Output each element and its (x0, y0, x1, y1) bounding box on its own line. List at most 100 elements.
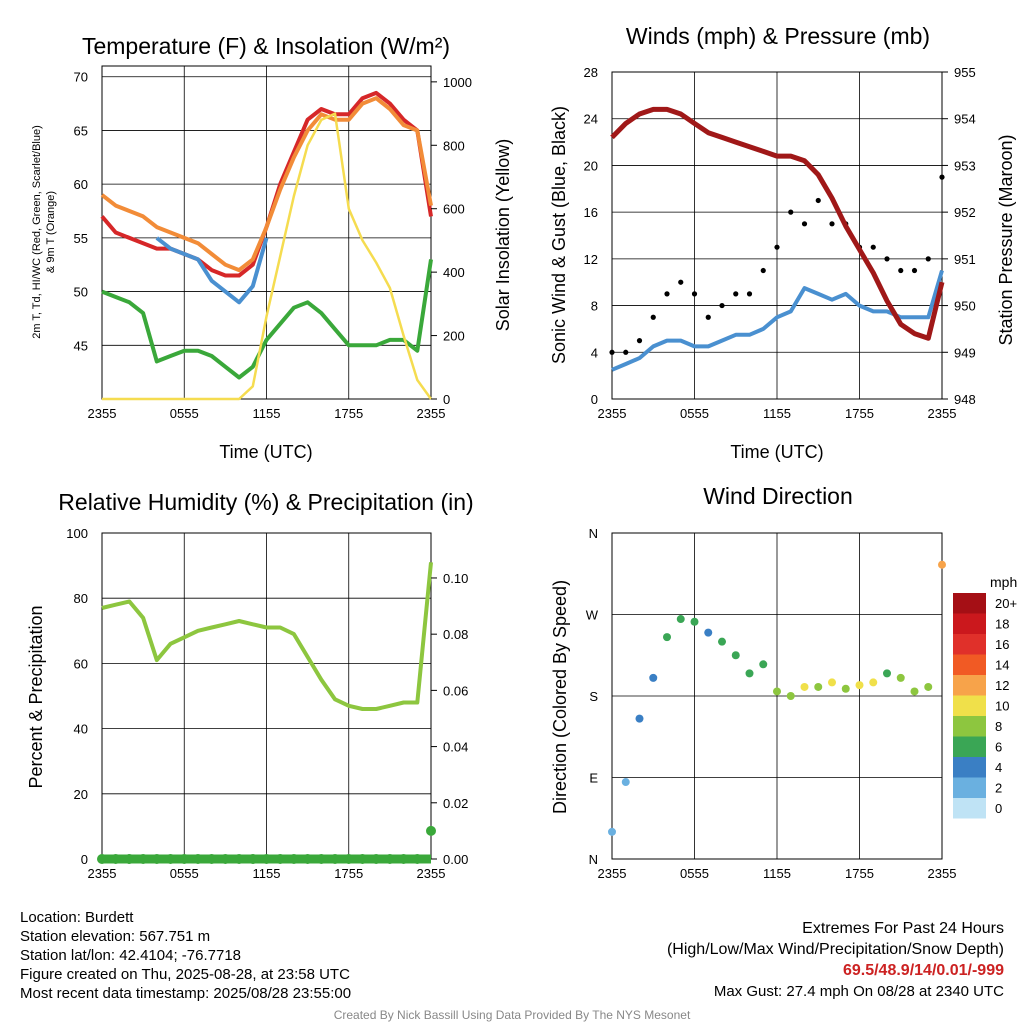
panel3-ylabel: Percent & Precipitation (26, 605, 46, 788)
extremes-info: Extremes For Past 24 Hours (High/Low/Max… (667, 918, 1004, 1002)
location-text: Location: Burdett (20, 909, 134, 926)
direction-point (745, 669, 754, 678)
data-point (678, 279, 684, 285)
y-right-tick-label: 1000 (443, 75, 472, 90)
panel2-xlabel: Time (UTC) (730, 442, 823, 462)
panel2-title: Winds (mph) & Pressure (mb) (626, 23, 930, 49)
legend-label: 6 (995, 740, 1002, 755)
y-tick-label: 60 (74, 656, 88, 671)
direction-point (800, 682, 809, 691)
legend-label: 20+ (995, 596, 1017, 611)
direction-point (896, 673, 905, 682)
data-point (788, 209, 794, 215)
direction-point (910, 687, 919, 696)
panel4-grid (611, 532, 943, 860)
y-right-tick-label: 954 (954, 112, 976, 127)
y-right-tick-label: 800 (443, 138, 465, 153)
y-right-tick-label: 0 (443, 392, 450, 407)
panel4-ylabel: Direction (Colored By Speed) (550, 580, 570, 814)
data-point (939, 174, 945, 180)
direction-point (814, 682, 823, 691)
data-point (829, 221, 835, 227)
speed-legend: 20+ 18 16 14 12 10 8 6 4 2 0 (953, 593, 1017, 819)
station-info: Location: Burdett Station elevation: 567… (20, 908, 351, 1003)
data-point (774, 244, 780, 250)
x-tick-label: 1755 (334, 406, 363, 421)
panel3-ticks: 2355 0555 1155 1755 23550204060801000.000.02… (66, 526, 468, 881)
series-line (101, 259, 433, 380)
y-tick-label: 4 (591, 345, 598, 360)
legend-swatch (953, 593, 986, 614)
legend-swatch (953, 654, 986, 675)
data-point (815, 197, 821, 204)
data-point (870, 244, 876, 250)
direction-point (690, 617, 699, 626)
panel2-ylabel: Sonic Wind & Gust (Blue, Black) (549, 106, 569, 364)
legend-title: mph (990, 574, 1017, 590)
y-right-tick-label: 400 (443, 265, 465, 280)
y-tick-label: 16 (584, 205, 598, 220)
x-tick-label: 2355 (88, 866, 117, 881)
panel1-data (100, 90, 433, 401)
legend-label: 14 (995, 658, 1009, 673)
panel4-data (608, 560, 946, 836)
panel2-data (609, 106, 945, 372)
legend-label: 18 (995, 617, 1009, 632)
y-right-tick-label: 0.00 (443, 852, 468, 867)
data-point (623, 349, 629, 355)
direction-point (841, 684, 850, 693)
panel-wind-direction: Wind Direction 2355 0555 1155 1755 2355NESWN… (550, 483, 1017, 881)
y-tick-label: 8 (591, 299, 598, 314)
panel1-title: Temperature (F) & Insolation (W/m²) (82, 33, 450, 59)
y-right-tick-label: 600 (443, 202, 465, 217)
x-tick-label: 1755 (845, 866, 874, 881)
y-right-tick-label: 952 (954, 205, 976, 220)
panel-winds: Winds (mph) & Pressure (mb) 2355 0555 1155… (549, 23, 1016, 462)
max-gust-text: Max Gust: 27.4 mph On 08/28 at 2340 UTC (713, 983, 1004, 1000)
panel1-ticks: 2355 0555 1155 1755 2355 45 50 55 60 65 70 0 200 400 6… (74, 70, 472, 421)
direction-point (855, 681, 864, 690)
x-tick-label: 2355 (417, 866, 446, 881)
y-right-tick-label: 955 (954, 65, 976, 80)
x-tick-label: 1155 (253, 406, 281, 421)
panel-temperature: Temperature (F) & Insolation (W/m²) 2355… (31, 33, 513, 462)
y-tick-label: 80 (74, 591, 88, 606)
legend-label: 4 (995, 760, 1002, 775)
y-tick-label: N (589, 852, 598, 867)
x-tick-label: 1155 (763, 406, 791, 421)
data-point (636, 338, 643, 344)
panel1-ylabel-right: Solar Insolation (Yellow) (493, 139, 513, 331)
y-tick-label: 28 (584, 65, 598, 80)
y-right-tick-label: 0.06 (443, 683, 468, 698)
direction-point (731, 651, 740, 660)
y-right-tick-label: 948 (954, 392, 976, 407)
data-point (746, 291, 753, 297)
direction-point (759, 660, 768, 669)
data-point (705, 314, 711, 320)
panel4-title: Wind Direction (703, 483, 853, 509)
x-tick-label: 2355 (598, 866, 627, 881)
direction-point (649, 673, 658, 682)
y-tick-label: 100 (66, 526, 88, 541)
legend-swatch (953, 613, 986, 634)
data-point (925, 256, 931, 262)
y-tick-label: 50 (74, 285, 88, 300)
direction-point (635, 714, 644, 723)
panel-humidity: Relative Humidity (%) & Precipitation (i… (26, 489, 474, 881)
direction-point (786, 692, 795, 700)
panel1-ylabel-line2: & 9m T (Orange) (45, 191, 57, 273)
x-tick-label: 2355 (88, 406, 117, 421)
y-right-tick-label: 953 (954, 158, 976, 173)
panel3-data (97, 562, 436, 864)
x-tick-label: 2355 (928, 406, 957, 421)
y-tick-label: 0 (591, 392, 598, 407)
legend-label: 0 (995, 801, 1002, 816)
extremes-subtitle: (High/Low/Max Wind/Precipitation/Snow De… (666, 941, 1004, 958)
data-point (733, 291, 739, 297)
data-point (719, 302, 725, 309)
data-point (650, 314, 656, 320)
credit-text: Created By Nick Bassill Using Data Provi… (333, 1008, 691, 1022)
x-tick-label: 2355 (598, 406, 627, 421)
x-tick-label: 0555 (170, 866, 199, 881)
